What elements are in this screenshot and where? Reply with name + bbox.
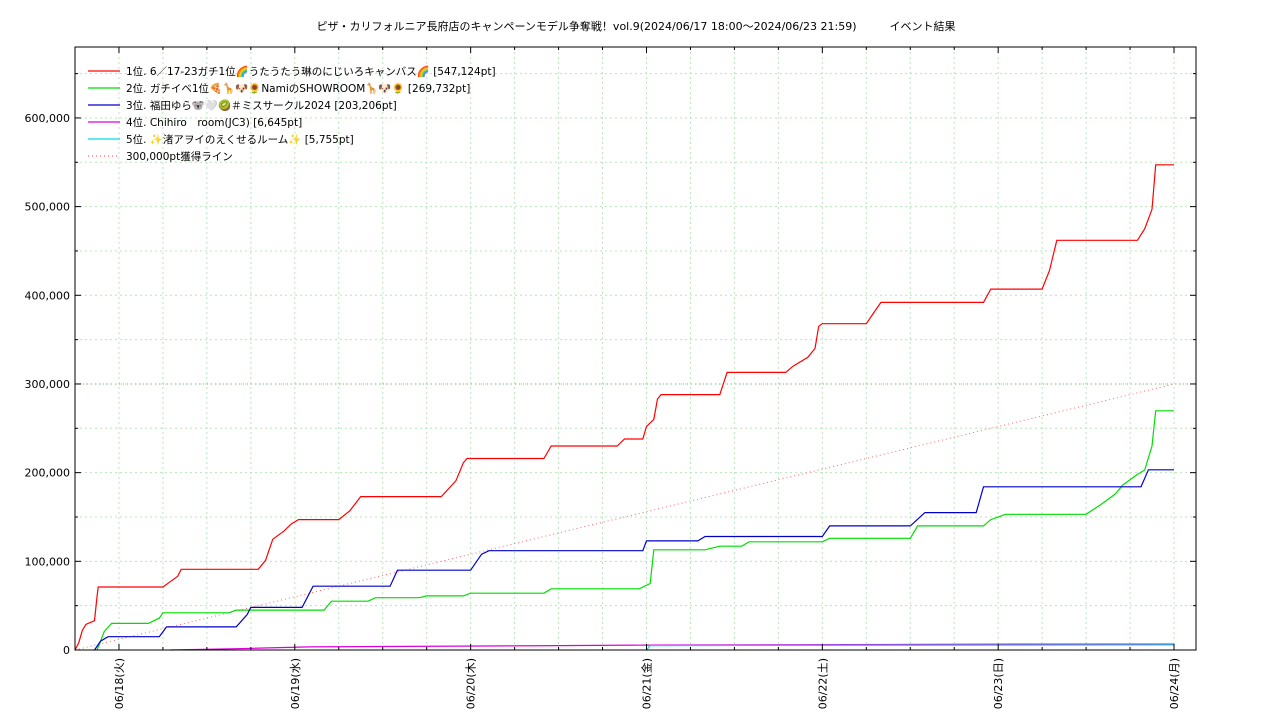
x-tick-label: 06/19(水) bbox=[289, 658, 302, 709]
y-tick-label: 200,000 bbox=[25, 467, 71, 480]
legend: 1位. 6／17-23ガチ1位🌈うたうたう琳のにじいろキャンバス🌈 [547,1… bbox=[88, 65, 496, 163]
series-line-2 bbox=[96, 410, 1174, 651]
series-lines bbox=[74, 164, 1175, 651]
series-line-5 bbox=[646, 644, 1175, 651]
legend-label: 4位. Chihiro room(JC3) [6,645pt] bbox=[126, 116, 302, 129]
reference-line bbox=[74, 383, 1175, 651]
series-line-3 bbox=[94, 469, 1174, 651]
x-tick-label: 06/21(金) bbox=[640, 658, 654, 709]
legend-label: 1位. 6／17-23ガチ1位🌈うたうたう琳のにじいろキャンバス🌈 [547,1… bbox=[126, 65, 496, 78]
chart-title: ピザ・カリフォルニア長府店のキャンペーンモデル争奪戦！vol.9(2024/06… bbox=[316, 19, 955, 33]
x-tick-label: 06/23(日) bbox=[992, 658, 1005, 709]
grid-lines bbox=[74, 47, 1196, 650]
x-tick-label: 06/20(木) bbox=[465, 658, 478, 709]
y-tick-label: 400,000 bbox=[25, 289, 71, 302]
x-tick-label: 06/18(火) bbox=[113, 658, 126, 709]
reference-line-layer bbox=[74, 383, 1196, 651]
y-tick-label: 600,000 bbox=[25, 112, 71, 125]
y-tick-label: 0 bbox=[63, 644, 70, 657]
plot-frame bbox=[74, 46, 1197, 651]
legend-label: 2位. ガチイベ1位🍕🦒🐶🌻NamiのSHOWROOM🦒🐶🌻 [269,732p… bbox=[126, 82, 470, 95]
legend-label: 3位. 福田ゆら🐨🤍🥝＃ミスサークル2024 [203,206pt] bbox=[126, 98, 397, 112]
y-tick-label: 500,000 bbox=[25, 201, 71, 214]
x-tick-label: 06/24(月) bbox=[1168, 658, 1181, 709]
y-tick-label: 100,000 bbox=[25, 555, 71, 568]
series-line-4 bbox=[170, 643, 1174, 651]
y-tick-label: 300,000 bbox=[25, 378, 71, 391]
axis-ticks: 0 100,000 200,000 300,000 400,000 500,000 600,… bbox=[25, 47, 1196, 709]
x-tick-label: 06/22(土) bbox=[816, 658, 829, 709]
series-line-1 bbox=[74, 164, 1174, 651]
legend-label: 300,000pt獲得ライン bbox=[126, 150, 233, 163]
legend-label: 5位. ✨渚アヲイのえくせるルーム✨ [5,755pt] bbox=[126, 133, 354, 146]
